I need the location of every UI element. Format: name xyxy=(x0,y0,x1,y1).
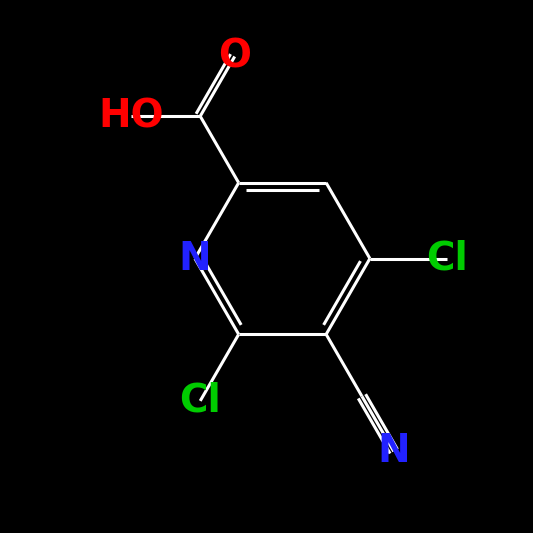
Text: Cl: Cl xyxy=(179,382,221,420)
Text: O: O xyxy=(218,37,251,76)
Text: N: N xyxy=(179,239,211,278)
Text: N: N xyxy=(377,432,410,471)
Text: Cl: Cl xyxy=(426,239,467,278)
Text: HO: HO xyxy=(99,97,164,135)
